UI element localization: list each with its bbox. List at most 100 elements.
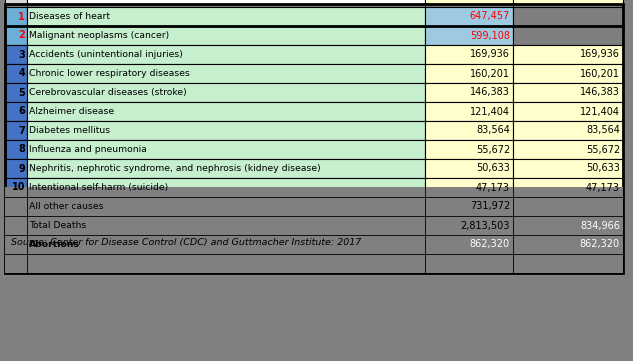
- Bar: [27, 140, 425, 159]
- Text: 8: 8: [18, 144, 25, 155]
- Bar: [425, 102, 513, 121]
- Text: 4: 4: [18, 69, 25, 78]
- Text: 5: 5: [18, 87, 25, 97]
- Text: 47,173: 47,173: [476, 183, 510, 192]
- Text: 6: 6: [18, 106, 25, 117]
- Text: 862,320: 862,320: [580, 239, 620, 249]
- Text: 862,320: 862,320: [470, 239, 510, 249]
- Bar: [513, 7, 623, 26]
- Text: 83,564: 83,564: [586, 126, 620, 135]
- Text: Influenza and pneumonia: Influenza and pneumonia: [29, 145, 147, 154]
- Text: 2,813,503: 2,813,503: [461, 221, 510, 231]
- Bar: [513, 197, 623, 216]
- Text: 169,936: 169,936: [580, 49, 620, 60]
- Text: Diseases of heart: Diseases of heart: [29, 12, 110, 21]
- Text: 160,201: 160,201: [470, 69, 510, 78]
- Bar: [513, 159, 623, 178]
- Text: 647,457: 647,457: [470, 12, 510, 22]
- Text: Cerebrovascular diseases (stroke): Cerebrovascular diseases (stroke): [29, 88, 187, 97]
- Bar: [5, 45, 27, 64]
- Bar: [5, 102, 27, 121]
- Bar: [513, 83, 623, 102]
- Text: 7: 7: [18, 126, 25, 135]
- Bar: [5, 0, 27, 4]
- Bar: [5, 7, 27, 26]
- Text: 10: 10: [11, 183, 25, 192]
- Bar: [27, 83, 425, 102]
- Bar: [513, 178, 623, 197]
- Bar: [425, 235, 513, 254]
- Bar: [5, 216, 27, 235]
- Bar: [27, 121, 425, 140]
- Text: 50,633: 50,633: [476, 164, 510, 174]
- Bar: [513, 26, 623, 45]
- Text: 55,672: 55,672: [586, 144, 620, 155]
- Bar: [513, 64, 623, 83]
- Bar: [27, 64, 425, 83]
- Bar: [425, 0, 513, 4]
- Text: 9: 9: [18, 164, 25, 174]
- Bar: [27, 178, 425, 197]
- Text: Accidents (unintentional injuries): Accidents (unintentional injuries): [29, 50, 183, 59]
- Bar: [5, 187, 623, 273]
- Text: 55,672: 55,672: [476, 144, 510, 155]
- Text: 83,564: 83,564: [476, 126, 510, 135]
- Text: Chronic lower respiratory diseases: Chronic lower respiratory diseases: [29, 69, 190, 78]
- Bar: [5, 83, 27, 102]
- Text: 121,404: 121,404: [470, 106, 510, 117]
- Bar: [27, 159, 425, 178]
- Text: Alzheimer disease: Alzheimer disease: [29, 107, 114, 116]
- Bar: [5, 121, 27, 140]
- Text: Malignant neoplasms (cancer): Malignant neoplasms (cancer): [29, 31, 169, 40]
- Bar: [27, 197, 425, 216]
- Text: 2: 2: [18, 30, 25, 40]
- Bar: [513, 0, 623, 4]
- Bar: [5, 178, 27, 197]
- Bar: [513, 102, 623, 121]
- Text: 146,383: 146,383: [470, 87, 510, 97]
- Text: Diabetes mellitus: Diabetes mellitus: [29, 126, 110, 135]
- Text: 3: 3: [18, 49, 25, 60]
- Bar: [27, 0, 425, 4]
- Text: 160,201: 160,201: [580, 69, 620, 78]
- Text: 146,383: 146,383: [580, 87, 620, 97]
- Bar: [27, 7, 425, 26]
- Bar: [27, 216, 425, 235]
- Bar: [425, 64, 513, 83]
- Text: 731,972: 731,972: [470, 201, 510, 212]
- Text: 121,404: 121,404: [580, 106, 620, 117]
- Bar: [425, 83, 513, 102]
- Bar: [513, 216, 623, 235]
- Bar: [27, 102, 425, 121]
- Bar: [425, 216, 513, 235]
- Bar: [27, 26, 425, 45]
- Bar: [513, 235, 623, 254]
- Bar: [425, 45, 513, 64]
- Bar: [425, 7, 513, 26]
- Bar: [513, 121, 623, 140]
- Text: 599,108: 599,108: [470, 30, 510, 40]
- Bar: [425, 159, 513, 178]
- Bar: [425, 140, 513, 159]
- Bar: [5, 4, 623, 273]
- Bar: [5, 197, 27, 216]
- Text: Abortions: Abortions: [29, 240, 80, 249]
- Bar: [27, 45, 425, 64]
- Bar: [5, 159, 27, 178]
- Text: 1: 1: [18, 12, 25, 22]
- Text: 50,633: 50,633: [586, 164, 620, 174]
- Bar: [5, 235, 27, 254]
- Text: Source: Center for Disease Control (CDC) and Guttmacher Institute: 2017: Source: Center for Disease Control (CDC)…: [11, 238, 361, 247]
- Text: 47,173: 47,173: [586, 183, 620, 192]
- Bar: [425, 197, 513, 216]
- Bar: [5, 140, 27, 159]
- Text: Total Deaths: Total Deaths: [29, 221, 86, 230]
- Text: Nephritis, nephrotic syndrome, and nephrosis (kidney disease): Nephritis, nephrotic syndrome, and nephr…: [29, 164, 321, 173]
- Text: All other causes: All other causes: [29, 202, 104, 211]
- Bar: [513, 140, 623, 159]
- Bar: [5, 26, 27, 45]
- Bar: [5, 64, 27, 83]
- Text: Intentional self-harm (suicide): Intentional self-harm (suicide): [29, 183, 168, 192]
- Bar: [27, 235, 425, 254]
- Bar: [425, 26, 513, 45]
